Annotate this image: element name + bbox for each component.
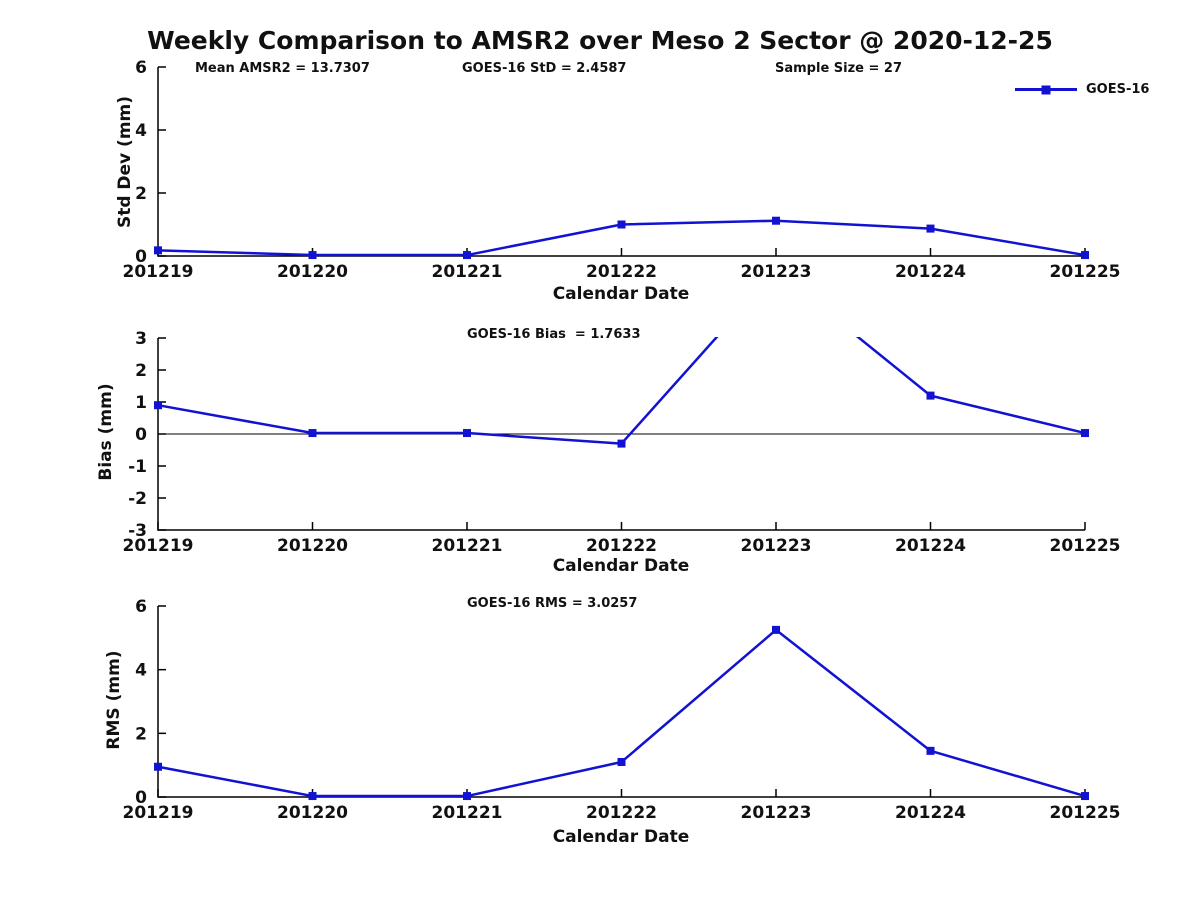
rms-x-axis-label: Calendar Date	[552, 827, 690, 847]
svg-text:3: 3	[135, 329, 147, 349]
svg-text:-1: -1	[128, 457, 147, 477]
svg-text:2: 2	[135, 361, 147, 381]
svg-text:201225: 201225	[1050, 803, 1121, 823]
legend-label: GOES-16	[1086, 82, 1150, 97]
legend: GOES-16	[1015, 82, 1149, 97]
svg-text:201220: 201220	[277, 536, 348, 556]
annotation-goes16-rms: GOES-16 RMS = 3.0257	[467, 596, 638, 611]
annotation-mean-amsr2: Mean AMSR2 = 13.7307	[195, 61, 370, 76]
svg-text:2: 2	[135, 724, 147, 744]
svg-text:201224: 201224	[895, 536, 966, 556]
svg-text:201222: 201222	[586, 536, 657, 556]
svg-text:201221: 201221	[432, 536, 503, 556]
rms-plot: 0 2 4 6 201219 201220 201221 201222 201223 201224…	[123, 597, 1121, 823]
bias-x-axis-label: Calendar Date	[552, 556, 690, 576]
svg-text:2: 2	[135, 184, 147, 204]
svg-text:201225: 201225	[1050, 536, 1121, 556]
svg-text:201219: 201219	[123, 803, 194, 823]
svg-text:201223: 201223	[741, 536, 812, 556]
svg-text:201223: 201223	[741, 803, 812, 823]
bias-plot: -3 -2 -1 0 1 2 3 201219 201220 201221 201222 201223…	[123, 329, 1121, 556]
annotation-sample-size: Sample Size = 27	[775, 61, 903, 76]
svg-text:0: 0	[135, 247, 147, 267]
svg-text:201224: 201224	[895, 803, 966, 823]
svg-text:201221: 201221	[432, 803, 503, 823]
svg-text:0: 0	[135, 788, 147, 808]
svg-text:201222: 201222	[586, 803, 657, 823]
svg-text:201219: 201219	[123, 536, 194, 556]
annotation-goes16-bias: GOES-16 Bias = 1.7633	[467, 327, 641, 342]
svg-text:201222: 201222	[586, 262, 657, 282]
svg-text:6: 6	[135, 597, 147, 617]
legend-line-swatch	[1015, 85, 1077, 94]
legend-marker-icon	[1041, 85, 1051, 94]
svg-text:-3: -3	[128, 521, 147, 541]
svg-text:-2: -2	[128, 489, 147, 509]
svg-text:201225: 201225	[1050, 262, 1121, 282]
svg-text:201221: 201221	[432, 262, 503, 282]
svg-text:201219: 201219	[123, 262, 194, 282]
stddev-x-axis-label: Calendar Date	[552, 284, 690, 304]
svg-text:201220: 201220	[277, 262, 348, 282]
svg-text:6: 6	[135, 60, 147, 78]
svg-text:4: 4	[135, 661, 147, 681]
svg-text:201220: 201220	[277, 803, 348, 823]
annotation-goes16-std: GOES-16 StD = 2.4587	[462, 61, 627, 76]
svg-text:201223: 201223	[741, 262, 812, 282]
svg-text:201224: 201224	[895, 262, 966, 282]
chart-title: Weekly Comparison to AMSR2 over Meso 2 S…	[147, 26, 1053, 55]
svg-text:1: 1	[135, 393, 147, 413]
svg-text:0: 0	[135, 425, 147, 445]
svg-text:4: 4	[135, 121, 147, 141]
std-dev-plot: 0 2 4 6 201219 201220 201221 201222 201223 201224…	[123, 60, 1121, 282]
